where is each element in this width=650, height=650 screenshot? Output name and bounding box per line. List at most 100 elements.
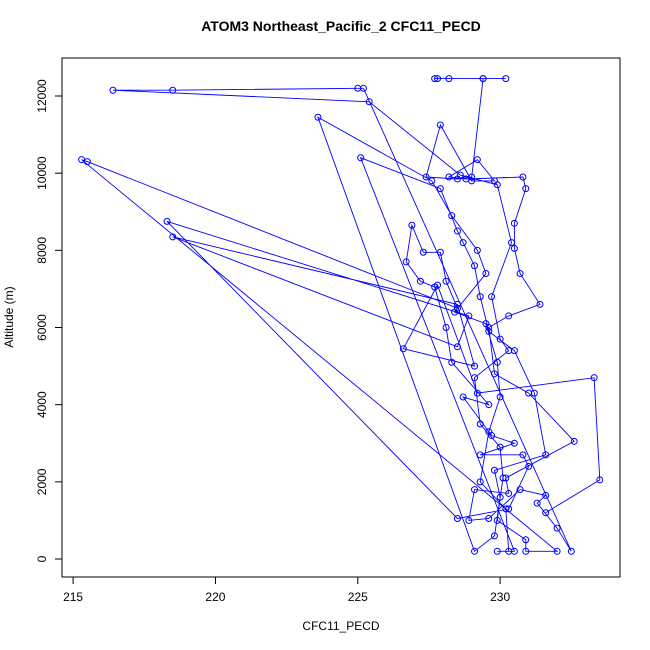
data-point [408, 221, 416, 229]
data-point [473, 156, 481, 164]
data-point [522, 547, 530, 555]
data-point [485, 401, 493, 409]
data-point [169, 233, 177, 241]
data-point [442, 277, 450, 285]
data-point [505, 312, 513, 320]
plot-frame [61, 57, 621, 578]
data-point [453, 343, 461, 351]
y-tick-label: 0 [35, 555, 49, 562]
data-point [442, 324, 450, 332]
data-point [471, 547, 479, 555]
data-point [476, 451, 484, 459]
data-point [553, 547, 561, 555]
data-point [502, 474, 510, 482]
data-point [462, 175, 470, 183]
data-point [488, 432, 496, 440]
y-tick-label: 6000 [35, 314, 49, 341]
data-point [482, 320, 490, 328]
data-point [510, 219, 518, 227]
data-point [510, 547, 518, 555]
data-point [428, 177, 436, 185]
y-tick-label: 10000 [35, 156, 49, 190]
data-point [453, 300, 461, 308]
data-point [419, 248, 427, 256]
data-point [490, 532, 498, 540]
data-point [536, 300, 544, 308]
data-point [436, 185, 444, 193]
data-point [496, 493, 504, 501]
x-tick-label: 215 [63, 590, 83, 604]
data-point [471, 486, 479, 494]
data-point [596, 476, 604, 484]
y-tick-label: 8000 [35, 237, 49, 264]
data-point [453, 227, 461, 235]
data-point [422, 173, 430, 181]
chart-title: ATOM3 Northeast_Pacific_2 CFC11_PECD [201, 18, 481, 34]
data-point [473, 246, 481, 254]
data-point [459, 393, 467, 401]
x-tick-label: 230 [490, 590, 510, 604]
data-point [533, 499, 541, 507]
data-point [488, 293, 496, 301]
data-point [479, 75, 487, 83]
data-point [508, 239, 516, 247]
data-point [169, 86, 177, 94]
data-point [456, 171, 464, 179]
data-point [459, 239, 467, 247]
data-point [354, 84, 362, 92]
data-point [465, 516, 473, 524]
data-point [416, 277, 424, 285]
data-point [476, 293, 484, 301]
data-point [445, 173, 453, 181]
x-tick-label: 220 [205, 590, 225, 604]
data-point [453, 515, 461, 523]
data-point [485, 515, 493, 523]
data-point [493, 516, 501, 524]
data-point [109, 86, 117, 94]
data-point [553, 524, 561, 532]
data-point [525, 462, 533, 470]
y-tick-label: 12000 [35, 79, 49, 113]
data-line [81, 78, 601, 553]
data-point [496, 335, 504, 343]
data-point [493, 358, 501, 366]
data-point [519, 451, 527, 459]
data-point [365, 98, 373, 106]
data-point [502, 505, 510, 513]
data-point [570, 437, 578, 445]
data-point [434, 281, 442, 289]
y-tick-label: 2000 [35, 468, 49, 495]
data-point [493, 181, 501, 189]
data-point [505, 505, 513, 513]
data-point [516, 269, 524, 277]
data-point [542, 451, 550, 459]
data-point [431, 75, 439, 83]
data-point [530, 389, 538, 397]
data-point [399, 345, 407, 353]
data-point [471, 362, 479, 370]
data-point [510, 244, 518, 252]
data-point [490, 370, 498, 378]
data-point [522, 536, 530, 544]
data-point [505, 489, 513, 497]
data-point [522, 185, 530, 193]
data-point [476, 420, 484, 428]
data-point [436, 248, 444, 256]
data-point [436, 121, 444, 129]
data-point [485, 327, 493, 335]
data-point [493, 547, 501, 555]
data-point [471, 374, 479, 382]
data-point [567, 547, 575, 555]
data-point [590, 374, 598, 382]
data-point [510, 439, 518, 447]
data-point [314, 113, 322, 121]
data-point [510, 347, 518, 355]
data-point [519, 173, 527, 181]
data-point [445, 75, 453, 83]
data-point [516, 486, 524, 494]
x-tick-label: 225 [348, 590, 368, 604]
data-point [499, 474, 507, 482]
data-point [453, 304, 461, 312]
data-point [448, 212, 456, 220]
data-point [402, 258, 410, 266]
